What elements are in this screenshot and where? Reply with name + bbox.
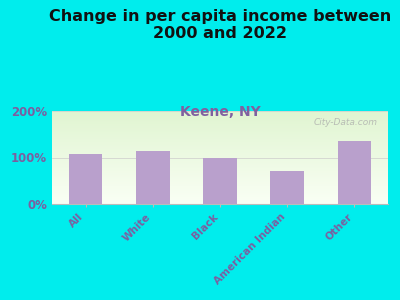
Bar xyxy=(203,158,237,204)
Bar xyxy=(338,141,371,204)
Text: Keene, NY: Keene, NY xyxy=(180,105,260,119)
Bar xyxy=(136,151,170,204)
Bar xyxy=(69,154,102,204)
Text: City-Data.com: City-Data.com xyxy=(314,118,378,127)
Bar xyxy=(270,171,304,204)
Text: Change in per capita income between
2000 and 2022: Change in per capita income between 2000… xyxy=(49,9,391,41)
